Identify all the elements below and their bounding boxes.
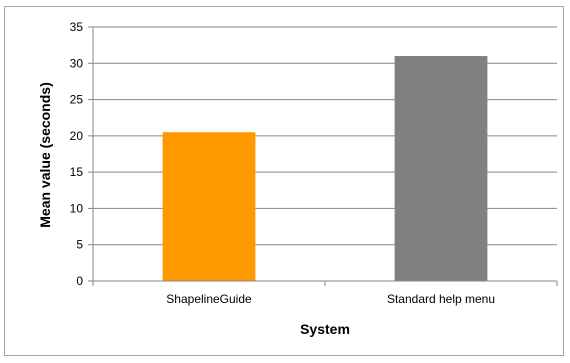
y-tick-labels: 0 5 10 15 20 25 30 35	[70, 20, 84, 288]
y-tick-label: 30	[70, 56, 84, 70]
y-tick-label: 10	[70, 201, 84, 215]
bars	[162, 56, 488, 282]
y-tick-label: 25	[70, 93, 84, 107]
y-tick-label: 35	[70, 20, 84, 34]
y-tick-label: 0	[76, 274, 83, 288]
bar-shapelineguide	[162, 132, 256, 281]
y-tick-label: 20	[70, 129, 84, 143]
x-tick-label: Standard help menu	[387, 292, 495, 306]
bar-standard-help-menu	[394, 56, 488, 282]
x-tick-labels: ShapelineGuide Standard help menu	[166, 292, 495, 306]
x-axis-title: System	[300, 321, 350, 337]
y-tick-label: 15	[70, 165, 84, 179]
y-tick-label: 5	[76, 238, 83, 252]
axes	[88, 26, 558, 286]
x-tick-label: ShapelineGuide	[166, 292, 252, 306]
y-axis-title: Mean value (seconds)	[37, 82, 53, 228]
